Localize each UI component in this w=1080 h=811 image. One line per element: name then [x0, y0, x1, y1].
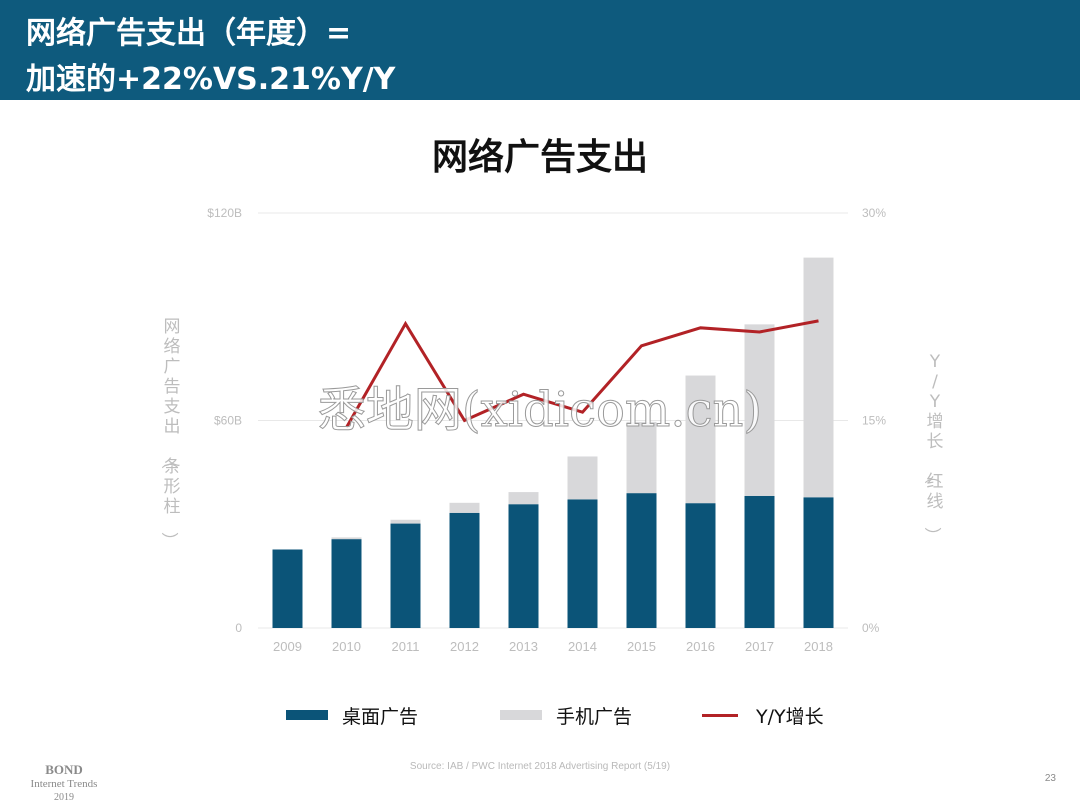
legend-item-mobile: 手机广告	[500, 700, 632, 730]
y-right-tick-label: 30%	[862, 206, 886, 220]
bond-brand: BOND	[45, 762, 83, 777]
bar-mobile-2012	[449, 502, 480, 513]
y-right-axis-title: Y / Y 增长（红线）	[922, 352, 944, 544]
slide-header: 网络广告支出（年度）= 加速的+22%VS.21%Y/Y	[0, 0, 1080, 100]
x-tick-label: 2009	[273, 639, 302, 654]
bar-desktop-2015	[626, 493, 657, 628]
x-tick-label: 2010	[332, 639, 361, 654]
x-tick-label: 2015	[627, 639, 656, 654]
bar-desktop-2011	[390, 523, 421, 628]
bar-desktop-2010	[331, 539, 362, 628]
bar-desktop-2017	[744, 495, 775, 628]
bar-desktop-2018	[803, 497, 834, 628]
header-title-line-2: 加速的+22%VS.21%Y/Y	[26, 62, 396, 97]
legend-item-growth: Y/Y增长	[702, 700, 824, 730]
bar-mobile-2015	[626, 421, 657, 494]
legend-item-desktop: 桌面广告	[286, 700, 418, 730]
x-tick-label: 2017	[745, 639, 774, 654]
x-tick-label: 2012	[450, 639, 479, 654]
bar-mobile-2010	[331, 537, 362, 540]
source-note: Source: IAB / PWC Internet 2018 Advertis…	[409, 761, 671, 772]
watermark-text: 悉地网(xidicom.cn)	[317, 382, 763, 439]
x-tick-label: 2011	[392, 639, 420, 654]
bar-mobile-2013	[508, 492, 539, 505]
y-left-tick-label: 0	[235, 621, 242, 635]
bar-mobile-2017	[744, 324, 775, 496]
y-left-axis-title: 网络广告支出（条形柱）	[159, 317, 181, 549]
y-right-tick-label: 15%	[862, 414, 886, 428]
legend-swatch-desktop	[286, 710, 328, 720]
legend-label-mobile: 手机广告	[556, 705, 633, 728]
legend-label-growth: Y/Y增长	[756, 705, 824, 728]
bar-mobile-2014	[567, 456, 598, 500]
x-tick-label: 2016	[686, 639, 715, 654]
x-tick-label: 2014	[568, 639, 597, 654]
bar-mobile-2011	[390, 519, 421, 524]
x-tick-label: 2018	[804, 639, 833, 654]
y-left-tick-label: $120B	[207, 206, 242, 220]
bar-desktop-2009	[272, 549, 303, 628]
bar-desktop-2013	[508, 504, 539, 628]
x-tick-label: 2013	[509, 639, 538, 654]
legend-swatch-mobile	[500, 710, 542, 720]
chart-title: 网络广告支出	[431, 137, 648, 178]
bar-desktop-2016	[685, 503, 716, 628]
y-left-tick-label: $60B	[214, 414, 242, 428]
bond-year: 2019	[54, 792, 74, 803]
legend: 桌面广告 手机广告 Y/Y增长	[0, 700, 1080, 730]
y-right-tick-label: 0%	[862, 621, 880, 635]
bar-desktop-2012	[449, 512, 480, 628]
bond-subtitle: Internet Trends	[30, 778, 98, 790]
bar-mobile-2016	[685, 375, 716, 504]
header-title-line-1: 网络广告支出（年度）=	[26, 16, 352, 51]
bond-logo: BOND Internet Trends 2019	[18, 763, 110, 805]
legend-label-desktop: 桌面广告	[342, 705, 419, 728]
page-number: 23	[1044, 773, 1056, 784]
bar-desktop-2014	[567, 499, 598, 628]
bar-mobile-2018	[803, 257, 834, 498]
legend-swatch-growth	[702, 713, 738, 717]
